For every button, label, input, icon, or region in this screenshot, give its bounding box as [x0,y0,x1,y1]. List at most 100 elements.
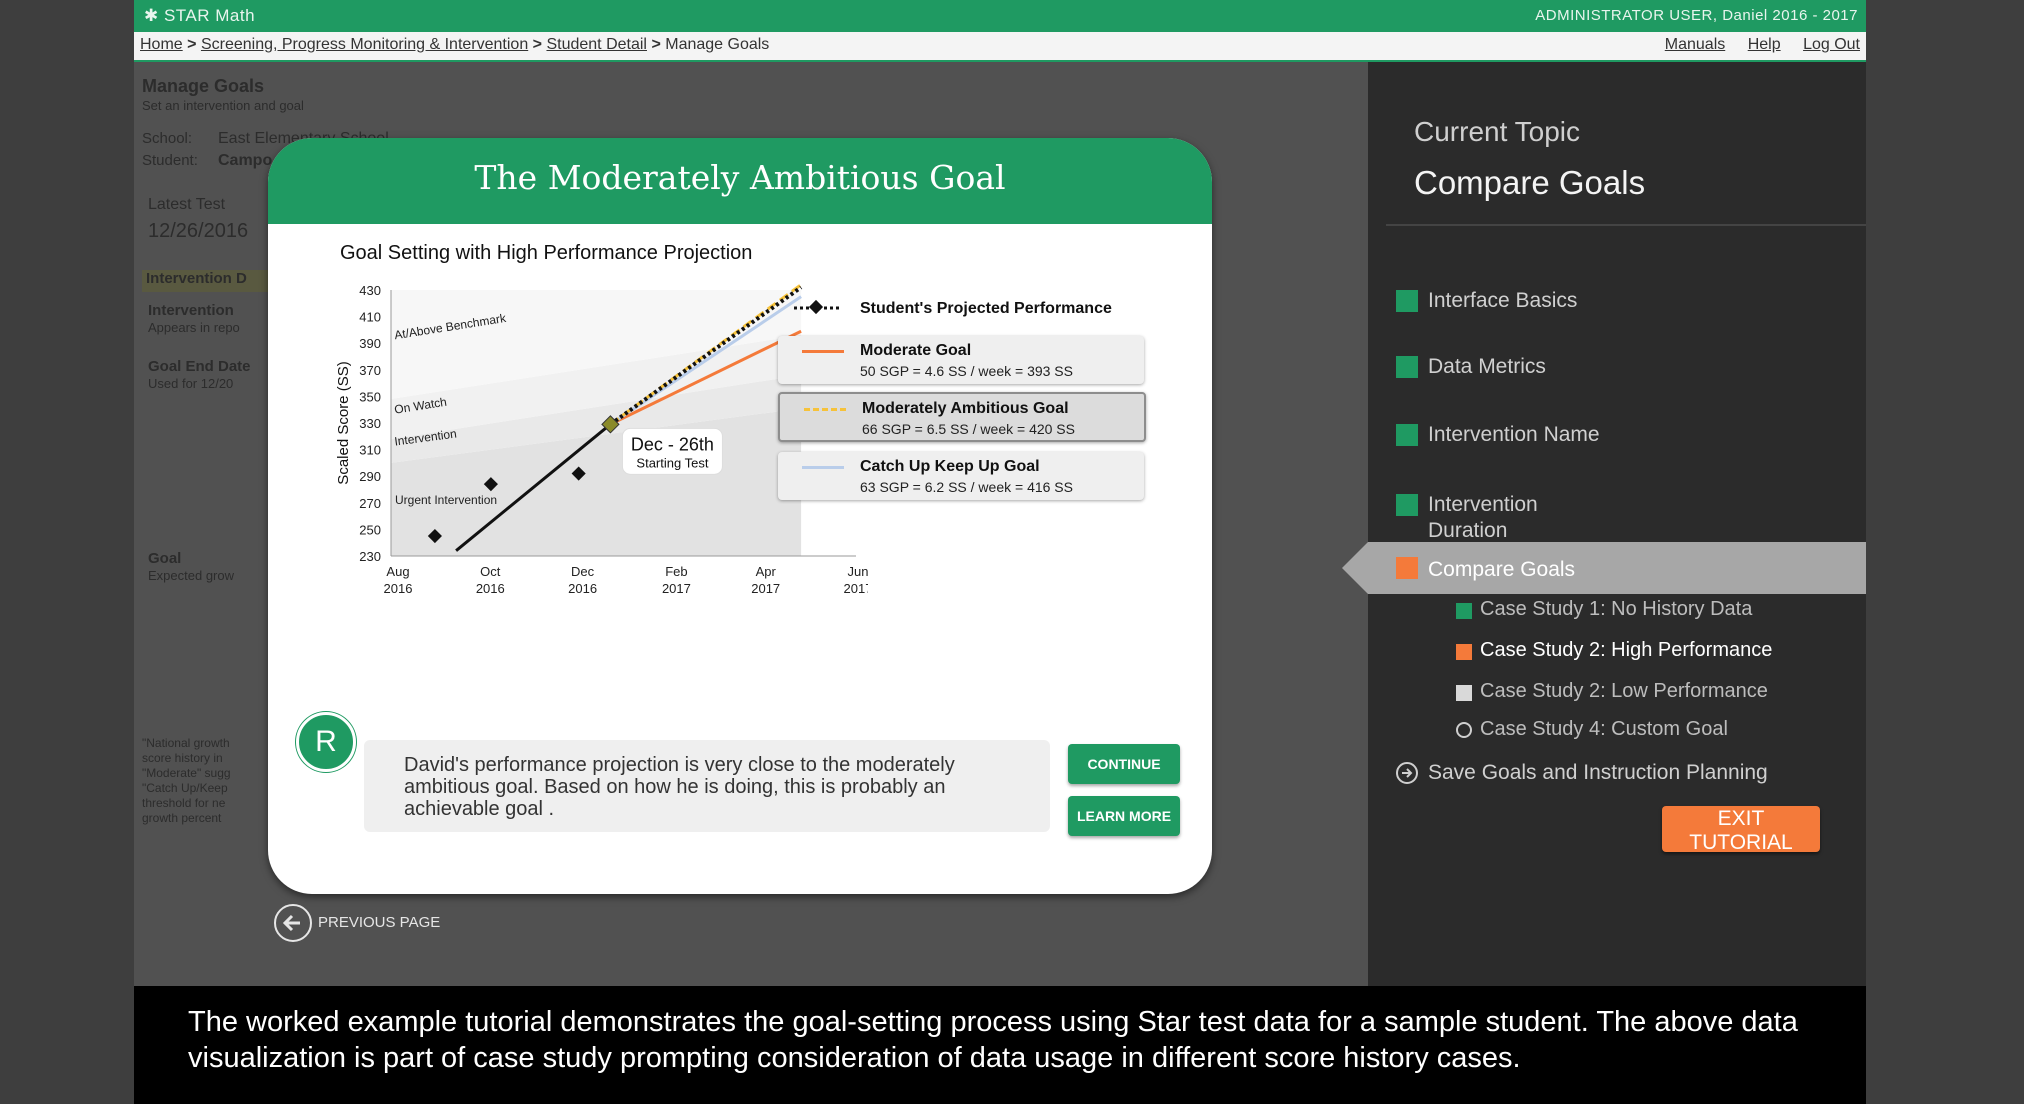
header-links: Manuals Help Log Out [1647,36,1860,54]
x-tick-label: Aug [386,564,409,579]
sidebar-item-label: Compare Goals [1428,558,1576,581]
sidebar-item-interface-basics[interactable]: Interface Basics [1368,286,1866,316]
case-study-label: Case Study 1: No History Data [1480,598,1753,620]
x-tick-label: Apr [756,564,777,579]
series-line [609,283,802,426]
breadcrumb-current: Manage Goals [665,36,770,53]
legend-moderately-ambitious-goal[interactable]: Moderately Ambitious Goal 66 SGP = 6.5 S… [778,392,1146,442]
manuals-link[interactable]: Manuals [1664,36,1726,53]
intervention-label: Intervention [148,302,234,319]
x-tick-label: Jun [848,564,868,579]
exit-tutorial-button[interactable]: EXIT TUTORIAL [1662,806,1820,854]
breadcrumb: Home > Screening, Progress Monitoring & … [140,36,769,54]
arrow-circle-icon [1396,762,1418,784]
sidebar-item-label: Data Metrics [1428,355,1546,378]
active-pointer-arrow [1342,542,1368,594]
sidebar-item-compare-goals[interactable]: Compare Goals [1342,542,1866,594]
x-tick-label: 2017 [662,581,691,596]
starting-test-date: Dec - 26th [631,434,714,454]
sidebar-item-intervention-duration[interactable]: Intervention Duration [1368,490,1866,546]
y-tick-label: 410 [359,310,381,325]
orange-square-icon [1396,557,1418,579]
green-square-icon [1396,356,1418,378]
case-study-2-high[interactable]: Case Study 2: High Performance [1368,639,1866,665]
starting-test-callout [621,427,723,475]
band-label: Urgent Intervention [395,493,497,507]
x-tick-label: 2017 [751,581,780,596]
footnote: threshold for ne [142,796,226,810]
sidebar-item-label: Save Goals and Instruction Planning [1428,761,1768,784]
breadcrumb-separator: > [187,36,197,53]
legend-goal-detail: 50 SGP = 4.6 SS / week = 393 SS [860,363,1073,379]
previous-page-label: PREVIOUS PAGE [318,914,441,931]
footnotes: "National growth score history in "Moder… [142,736,231,826]
sidebar-item-label: Interface Basics [1428,289,1578,312]
goal-end-note: Used for 12/20 [148,376,234,391]
tutorial-sidebar: Current Topic Compare Goals Interface Ba… [1342,62,1866,986]
divider [1386,224,1866,226]
continue-button[interactable]: CONTINUE [1068,744,1180,784]
user-info: ADMINISTRATOR USER, Daniel 2016 - 2017 [1535,7,1858,24]
legend-goal-name: Moderate Goal [860,342,972,359]
test-score-point [427,528,442,544]
sidebar-item-data-metrics[interactable]: Data Metrics [1368,352,1866,382]
footnote: "Moderate" sugg [142,766,231,780]
y-tick-label: 370 [359,363,381,378]
y-tick-label: 310 [359,443,381,458]
x-tick-label: Oct [480,564,501,579]
y-tick-label: 350 [359,389,381,404]
chart-title: Goal Setting with High Performance Proje… [340,242,753,264]
case-study-label: Case Study 4: Custom Goal [1480,718,1728,740]
logout-link[interactable]: Log Out [1803,36,1860,53]
series-line [609,329,802,426]
help-link[interactable]: Help [1747,36,1781,53]
tutorial-message: David's performance projection is very c… [404,754,955,820]
footnote: score history in [142,751,223,765]
current-topic: Compare Goals [1414,164,1646,201]
performance-band [391,375,802,463]
intervention-header: Intervention D [142,270,286,292]
latest-test-date: 12/26/2016 [148,220,249,242]
page-subtitle: Set an intervention and goal [142,98,304,113]
case-study-4[interactable]: Case Study 4: Custom Goal [1368,718,1866,744]
breadcrumb-home[interactable]: Home [140,36,183,53]
x-tick-label: Feb [665,564,687,579]
sidebar-item-intervention-name[interactable]: Intervention Name [1368,420,1866,450]
x-tick-label: 2016 [384,581,413,596]
blue-line-swatch-icon [802,466,844,469]
y-tick-label: 230 [359,549,381,564]
legend-goal-detail: 66 SGP = 6.5 SS / week = 420 SS [862,421,1075,437]
test-score-point [571,466,586,481]
y-tick-label: 250 [359,522,381,537]
brand-label: STAR Math [163,6,256,25]
legend-moderate-goal[interactable]: Moderate Goal 50 SGP = 4.6 SS / week = 3… [778,336,1144,384]
yellow-dashed-swatch-icon [804,408,846,411]
projected-line-swatch-icon [794,299,840,315]
case-study-label: Case Study 2: Low Performance [1480,680,1768,702]
learn-more-button[interactable]: LEARN MORE [1068,796,1180,836]
legend-projected-label: Student's Projected Performance [860,300,1112,317]
case-study-1[interactable]: Case Study 1: No History Data [1368,598,1866,624]
footnote: "Catch Up/Keep [142,781,228,795]
caption-bar: The worked example tutorial demonstrates… [134,986,1866,1104]
legend-projected: Student's Projected Performance [778,298,1158,332]
y-tick-label: 270 [359,496,381,511]
breadcrumb-student-detail[interactable]: Student Detail [546,36,647,53]
footnote: "National growth [142,736,230,750]
y-axis-label: Scaled Score (SS) [335,361,352,484]
trend-line [455,423,612,552]
legend-goal-detail: 63 SGP = 6.2 SS / week = 416 SS [860,479,1073,495]
y-tick-label: 430 [359,283,381,298]
intervention-note: Appears in repo [148,320,240,335]
legend-catch-up-goal[interactable]: Catch Up Keep Up Goal 63 SGP = 6.2 SS / … [778,452,1144,500]
green-square-icon [1456,603,1472,619]
case-study-2-low[interactable]: Case Study 2: Low Performance [1368,680,1866,706]
orange-square-icon [1456,644,1472,660]
breadcrumb-bar: Home > Screening, Progress Monitoring & … [134,32,1866,62]
goal-end-label: Goal End Date [148,358,251,375]
top-bar: ✱ STAR Math ADMINISTRATOR USER, Daniel 2… [134,0,1866,32]
breadcrumb-screening[interactable]: Screening, Progress Monitoring & Interve… [200,36,529,53]
performance-band [391,290,802,400]
sidebar-item-save-goals[interactable]: Save Goals and Instruction Planning [1368,758,1866,788]
starting-test-sublabel: Starting Test [636,455,708,470]
